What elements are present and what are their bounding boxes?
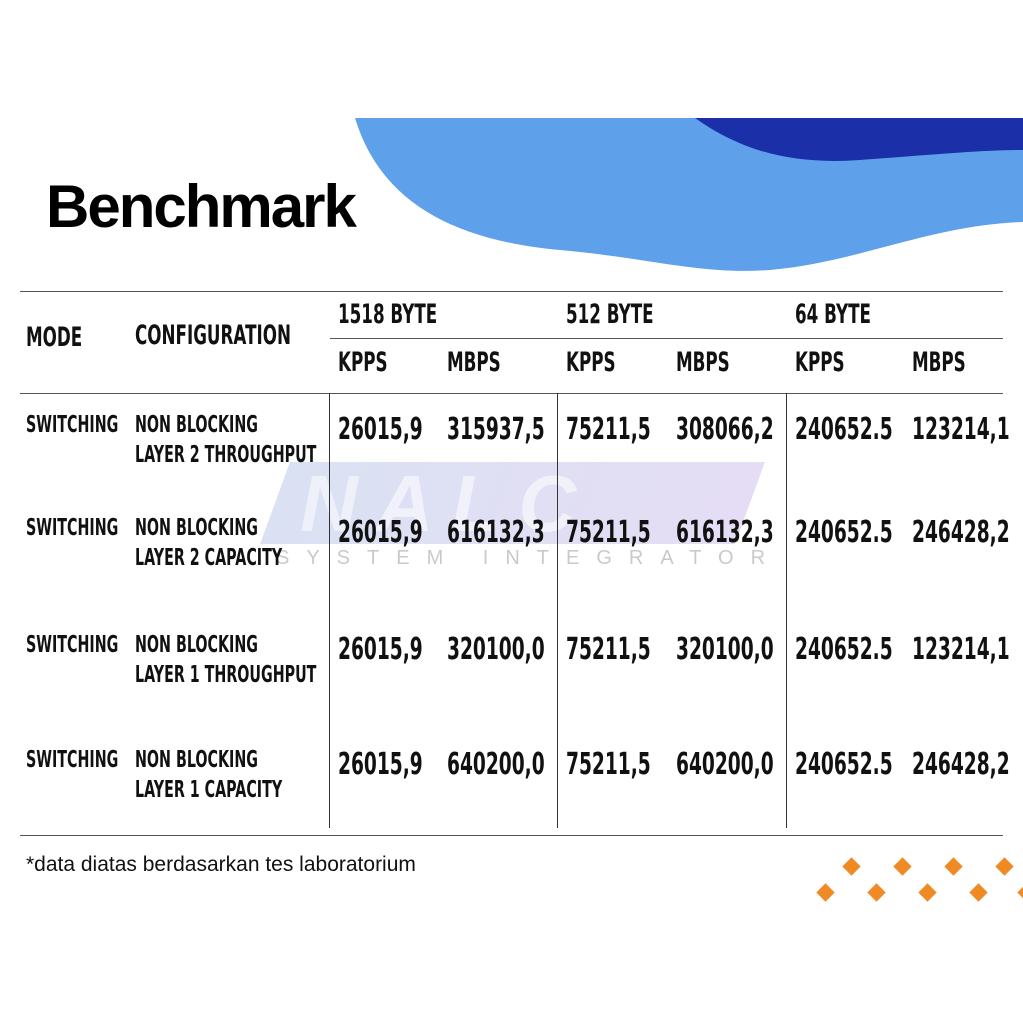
header-configuration: CONFIGURATION bbox=[135, 320, 291, 351]
diamond-shape bbox=[816, 883, 835, 902]
header-group-64: 64 BYTE bbox=[795, 299, 871, 330]
diamond-shape bbox=[1017, 883, 1023, 902]
column-divider bbox=[557, 393, 558, 828]
row-config-line2: LAYER 2 CAPACITY bbox=[135, 545, 283, 571]
row-value: 123214,1 bbox=[912, 412, 1010, 447]
table-top-rule bbox=[20, 291, 1003, 292]
row-value: 320100,0 bbox=[676, 632, 774, 667]
row-value: 640200,0 bbox=[447, 747, 545, 782]
header-mode: MODE bbox=[26, 322, 83, 353]
diamond-shape bbox=[867, 883, 886, 902]
row-value: 75211,5 bbox=[566, 747, 651, 782]
row-mode: SWITCHING bbox=[26, 515, 119, 541]
header-group-1518: 1518 BYTE bbox=[338, 299, 438, 330]
row-value: 616132,3 bbox=[676, 515, 774, 550]
footnote: *data diatas berdasarkan tes laboratoriu… bbox=[26, 853, 416, 876]
row-config-line1: NON BLOCKING bbox=[135, 747, 258, 773]
header-kpps: KPPS bbox=[338, 347, 388, 378]
group-header-rule bbox=[330, 338, 1003, 339]
row-value: 640200,0 bbox=[676, 747, 774, 782]
header-group-512: 512 BYTE bbox=[566, 299, 654, 330]
diamond-shape bbox=[918, 883, 937, 902]
header-mbps: MBPS bbox=[676, 347, 730, 378]
row-value: 320100,0 bbox=[447, 632, 545, 667]
row-value: 246428,2 bbox=[912, 515, 1010, 550]
row-value: 26015,9 bbox=[338, 515, 423, 550]
page-title: Benchmark bbox=[46, 173, 357, 240]
wave-dark bbox=[695, 118, 1023, 161]
table-bottom-rule bbox=[20, 835, 1003, 836]
header-kpps: KPPS bbox=[795, 347, 845, 378]
diamond-shape bbox=[842, 857, 861, 876]
row-config-line2: LAYER 2 THROUGHPUT bbox=[135, 442, 317, 468]
header-mbps: MBPS bbox=[912, 347, 966, 378]
row-value: 240652.5 bbox=[795, 515, 893, 550]
diamond-shape bbox=[893, 857, 912, 876]
row-value: 240652.5 bbox=[795, 632, 893, 667]
row-mode: SWITCHING bbox=[26, 747, 119, 773]
row-value: 308066,2 bbox=[676, 412, 774, 447]
row-value: 75211,5 bbox=[566, 412, 651, 447]
row-value: 123214,1 bbox=[912, 632, 1010, 667]
row-value: 75211,5 bbox=[566, 632, 651, 667]
row-value: 26015,9 bbox=[338, 412, 423, 447]
diamond-shape bbox=[944, 857, 963, 876]
header-mbps: MBPS bbox=[447, 347, 501, 378]
row-config-line1: NON BLOCKING bbox=[135, 412, 258, 438]
row-value: 75211,5 bbox=[566, 515, 651, 550]
column-divider bbox=[329, 393, 330, 828]
row-value: 26015,9 bbox=[338, 632, 423, 667]
row-config-line2: LAYER 1 THROUGHPUT bbox=[135, 662, 317, 688]
row-value: 240652.5 bbox=[795, 747, 893, 782]
row-config-line1: NON BLOCKING bbox=[135, 632, 258, 658]
row-mode: SWITCHING bbox=[26, 632, 119, 658]
row-value: 616132,3 bbox=[447, 515, 545, 550]
row-value: 26015,9 bbox=[338, 747, 423, 782]
watermark-logo: NALC bbox=[300, 459, 595, 548]
diamond-shape bbox=[969, 883, 988, 902]
column-divider bbox=[786, 393, 787, 828]
header-kpps: KPPS bbox=[566, 347, 616, 378]
row-value: 240652.5 bbox=[795, 412, 893, 447]
row-value: 246428,2 bbox=[912, 747, 1010, 782]
row-config-line2: LAYER 1 CAPACITY bbox=[135, 777, 283, 803]
header-wave-decoration bbox=[355, 118, 1023, 271]
watermark-tagline: SYSTEM INTEGRATOR bbox=[276, 547, 783, 569]
row-value: 315937,5 bbox=[447, 412, 545, 447]
header-bottom-rule bbox=[20, 393, 1003, 394]
row-mode: SWITCHING bbox=[26, 412, 119, 438]
row-config-line1: NON BLOCKING bbox=[135, 515, 258, 541]
diamond-shape bbox=[995, 857, 1014, 876]
